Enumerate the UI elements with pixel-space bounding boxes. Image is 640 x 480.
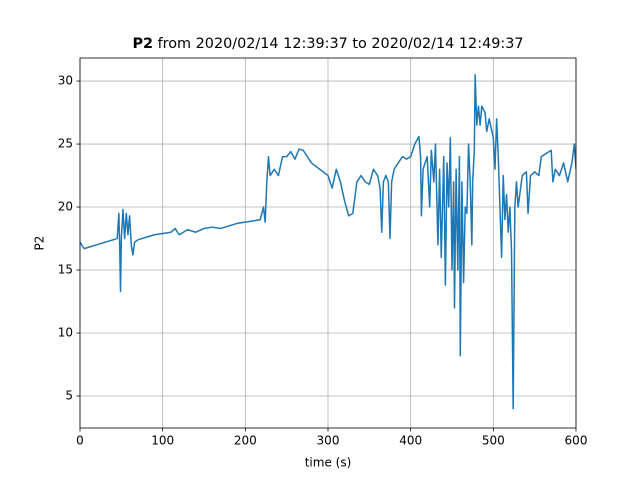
x-tick-label: 400 [399, 434, 422, 448]
x-tick-label: 300 [317, 434, 340, 448]
x-tick-label: 100 [151, 434, 174, 448]
chart-title: P2 from 2020/02/14 12:39:37 to 2020/02/1… [132, 36, 523, 52]
y-tick-label: 5 [65, 389, 73, 403]
y-tick-label: 10 [58, 326, 73, 340]
title-bold: P2 [132, 36, 153, 52]
x-tick-label: 0 [76, 434, 84, 448]
plot-frame [79, 57, 577, 429]
y-tick-label: 25 [58, 137, 73, 151]
y-tick-label: 20 [58, 200, 73, 214]
x-axis-label: time (s) [305, 456, 352, 470]
y-tick-label: 15 [58, 263, 73, 277]
y-tick-label: 30 [58, 74, 73, 88]
x-tick-label: 500 [482, 434, 505, 448]
x-tick-label: 600 [565, 434, 588, 448]
data-line [80, 74, 576, 410]
title-text: from 2020/02/14 12:39:37 to 2020/02/14 1… [158, 36, 524, 52]
y-axis-label: P2 [33, 236, 47, 251]
x-tick-label: 200 [234, 434, 257, 448]
